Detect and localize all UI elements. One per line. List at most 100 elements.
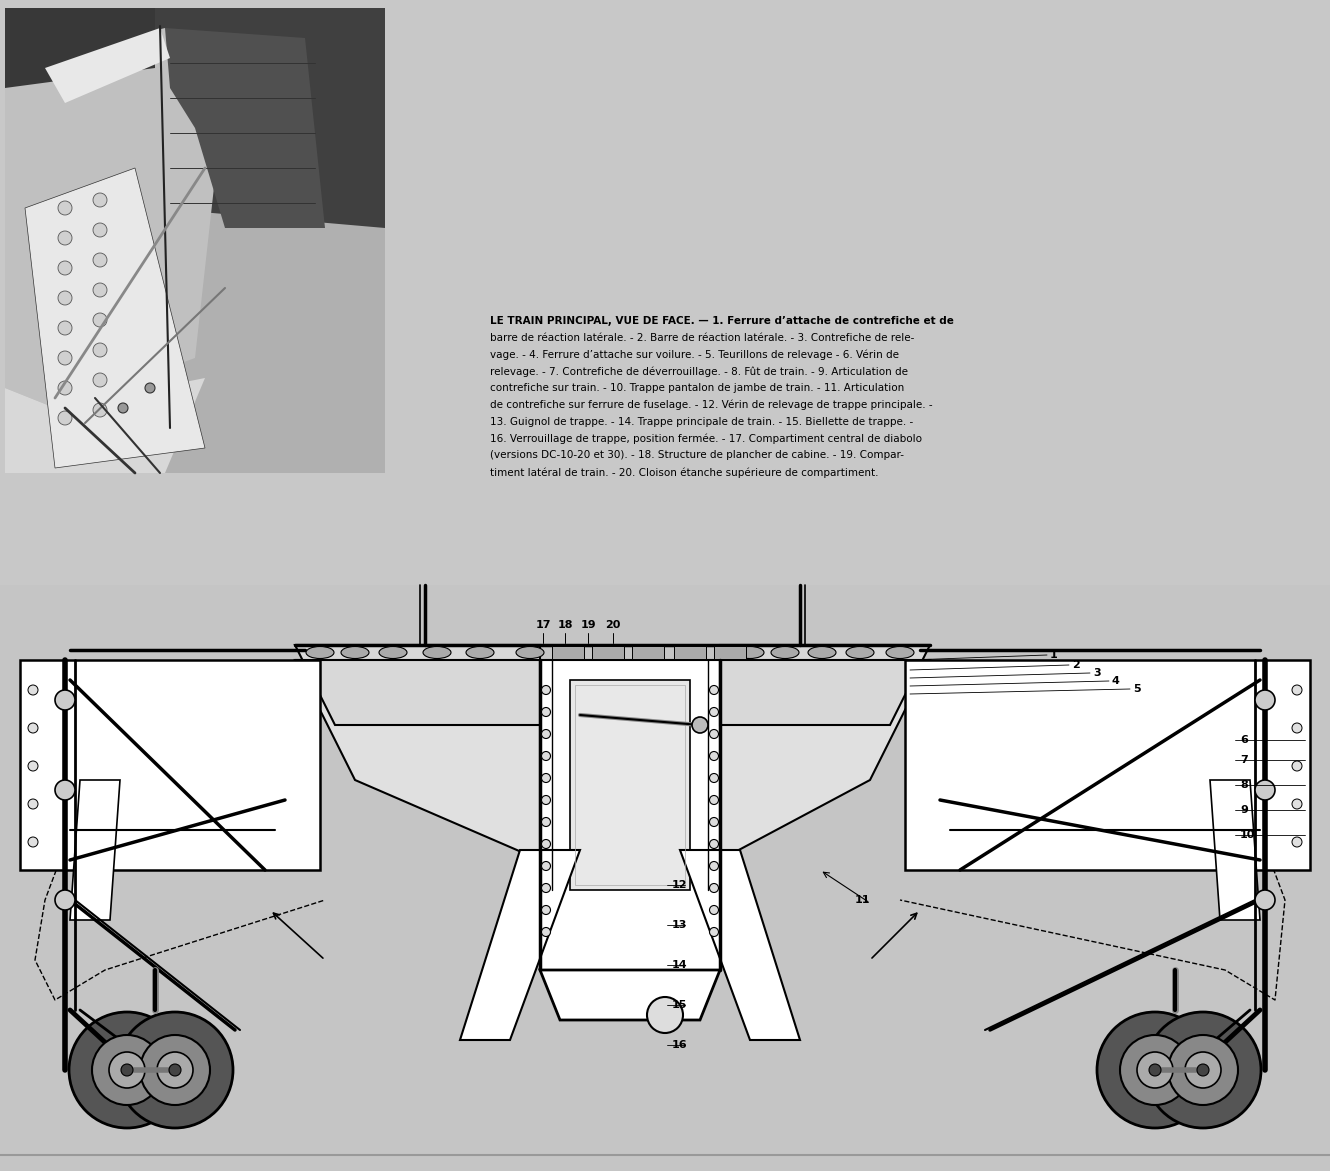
Text: 9: 9 [1240,804,1248,815]
Circle shape [541,817,551,827]
Polygon shape [5,8,156,88]
Text: barre de réaction latérale. - 2. Barre de réaction latérale. - 3. Contrefiche de: barre de réaction latérale. - 2. Barre d… [489,333,915,343]
Circle shape [709,905,718,915]
Circle shape [541,707,551,717]
Circle shape [28,685,39,696]
Circle shape [59,411,72,425]
Circle shape [541,883,551,892]
Circle shape [692,717,708,733]
Circle shape [1291,685,1302,696]
Polygon shape [460,850,580,1040]
Circle shape [541,752,551,760]
Text: vage. - 4. Ferrure d’attache sur voilure. - 5. Teurillons de relevage - 6. Vérin: vage. - 4. Ferrure d’attache sur voilure… [489,350,899,361]
Text: contrefiche sur train. - 10. Trappe pantalon de jambe de train. - 11. Articulati: contrefiche sur train. - 10. Trappe pant… [489,383,904,393]
Circle shape [157,1052,193,1088]
Bar [592,646,624,659]
Polygon shape [680,850,801,1040]
Bar [0,586,1330,1171]
Circle shape [1291,799,1302,809]
Polygon shape [165,28,325,228]
Circle shape [59,321,72,335]
Polygon shape [156,8,384,228]
Text: 13. Guignol de trappe. - 14. Trappe principale de train. - 15. Biellette de trap: 13. Guignol de trappe. - 14. Trappe prin… [489,417,914,426]
Text: 11: 11 [855,895,871,905]
Polygon shape [70,780,120,920]
Circle shape [145,383,156,393]
Text: 2: 2 [1072,660,1080,670]
Text: 6: 6 [1240,735,1248,745]
Circle shape [709,795,718,804]
Text: 7: 7 [1240,755,1248,765]
Circle shape [93,253,106,267]
Ellipse shape [735,646,763,658]
Polygon shape [720,645,930,725]
Text: 18: 18 [557,619,573,630]
Circle shape [121,1064,133,1076]
Circle shape [709,685,718,694]
Circle shape [541,795,551,804]
Polygon shape [540,970,720,1020]
Circle shape [1256,780,1275,800]
Circle shape [55,890,74,910]
Circle shape [709,730,718,739]
Circle shape [93,193,106,207]
Text: 8: 8 [1240,780,1248,790]
Polygon shape [295,645,540,725]
Circle shape [646,997,684,1033]
Circle shape [709,840,718,849]
Circle shape [1256,690,1275,710]
Circle shape [541,774,551,782]
Polygon shape [1210,780,1260,920]
Text: relevage. - 7. Contrefiche de déverrouillage. - 8. Fût de train. - 9. Articulati: relevage. - 7. Contrefiche de déverrouil… [489,367,908,377]
Text: 12: 12 [672,879,688,890]
Circle shape [93,403,106,417]
Circle shape [93,343,106,357]
Circle shape [55,690,74,710]
Polygon shape [20,660,321,870]
Ellipse shape [306,646,334,658]
Ellipse shape [516,646,544,658]
Circle shape [59,261,72,275]
Circle shape [709,883,718,892]
Circle shape [169,1064,181,1076]
Circle shape [1097,1012,1213,1128]
Polygon shape [5,378,205,473]
Circle shape [28,799,39,809]
Circle shape [59,231,72,245]
Circle shape [709,862,718,870]
Text: 1: 1 [1049,650,1057,660]
Circle shape [1145,1012,1261,1128]
Text: LE TRAIN PRINCIPAL, VUE DE FACE. — 1. Ferrure d’attache de contrefiche et de: LE TRAIN PRINCIPAL, VUE DE FACE. — 1. Fe… [489,316,954,326]
Text: 16: 16 [672,1040,688,1050]
Bar [552,646,584,659]
Circle shape [1168,1035,1238,1105]
Circle shape [709,817,718,827]
Text: 10: 10 [1240,830,1256,840]
Text: (versions DC-10-20 et 30). - 18. Structure de plancher de cabine. - 19. Compar-: (versions DC-10-20 et 30). - 18. Structu… [489,451,904,460]
Circle shape [541,840,551,849]
Text: 17: 17 [535,619,551,630]
Circle shape [109,1052,145,1088]
Ellipse shape [379,646,407,658]
Polygon shape [25,167,205,468]
Ellipse shape [423,646,451,658]
Circle shape [92,1035,162,1105]
Circle shape [1197,1064,1209,1076]
Circle shape [1291,837,1302,847]
Circle shape [709,707,718,717]
Bar [5,8,384,473]
Circle shape [541,730,551,739]
Bar [714,646,746,659]
Circle shape [93,283,106,297]
Circle shape [28,837,39,847]
Polygon shape [904,660,1310,870]
Circle shape [28,723,39,733]
Circle shape [93,374,106,386]
Circle shape [541,862,551,870]
Circle shape [59,292,72,304]
Text: 3: 3 [1093,667,1101,678]
Text: timent latéral de train. - 20. Cloison étanche supérieure de compartiment.: timent latéral de train. - 20. Cloison é… [489,467,879,478]
Circle shape [709,752,718,760]
Text: 19: 19 [580,619,596,630]
Circle shape [1291,723,1302,733]
